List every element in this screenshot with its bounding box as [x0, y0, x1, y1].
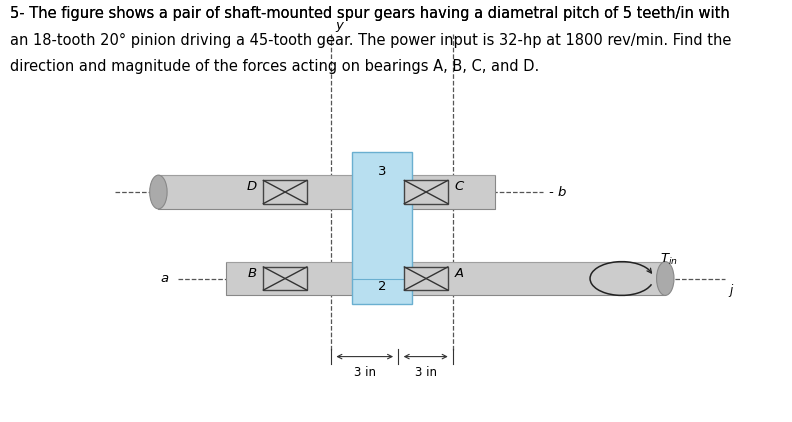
Text: 3 in: 3 in — [415, 366, 436, 379]
Ellipse shape — [150, 175, 167, 209]
Ellipse shape — [657, 262, 674, 295]
Text: 5- The figure shows a pair of shaft-mounted spur gears having a diametral pitch : 5- The figure shows a pair of shaft-moun… — [10, 6, 729, 22]
Text: D: D — [247, 181, 257, 193]
FancyBboxPatch shape — [263, 267, 307, 290]
Text: j: j — [729, 284, 733, 297]
Text: - b: - b — [549, 186, 566, 198]
FancyBboxPatch shape — [405, 267, 448, 290]
Text: 2: 2 — [378, 281, 386, 293]
FancyBboxPatch shape — [158, 175, 495, 209]
Text: 3: 3 — [378, 165, 386, 179]
Text: 5- The figure shows a pair of shaft-mounted spur gears having a diametral pitch : 5- The figure shows a pair of shaft-moun… — [10, 6, 729, 22]
Text: an 18-tooth 20° pinion driving a 45-tooth gear. The power input is 32-hp at 1800: an 18-tooth 20° pinion driving a 45-toot… — [10, 32, 731, 48]
Text: a: a — [161, 272, 169, 285]
FancyBboxPatch shape — [226, 262, 665, 295]
Text: direction and magnitude of the forces acting on bearings A, B, C, and D.: direction and magnitude of the forces ac… — [10, 59, 539, 74]
Text: y: y — [335, 19, 343, 32]
Text: A: A — [455, 267, 463, 280]
Text: $T_{in}$: $T_{in}$ — [660, 252, 678, 267]
FancyBboxPatch shape — [263, 180, 307, 203]
FancyBboxPatch shape — [352, 152, 412, 304]
Text: 3 in: 3 in — [354, 366, 375, 379]
Text: C: C — [455, 181, 463, 193]
FancyBboxPatch shape — [405, 180, 448, 203]
Text: B: B — [248, 267, 257, 280]
